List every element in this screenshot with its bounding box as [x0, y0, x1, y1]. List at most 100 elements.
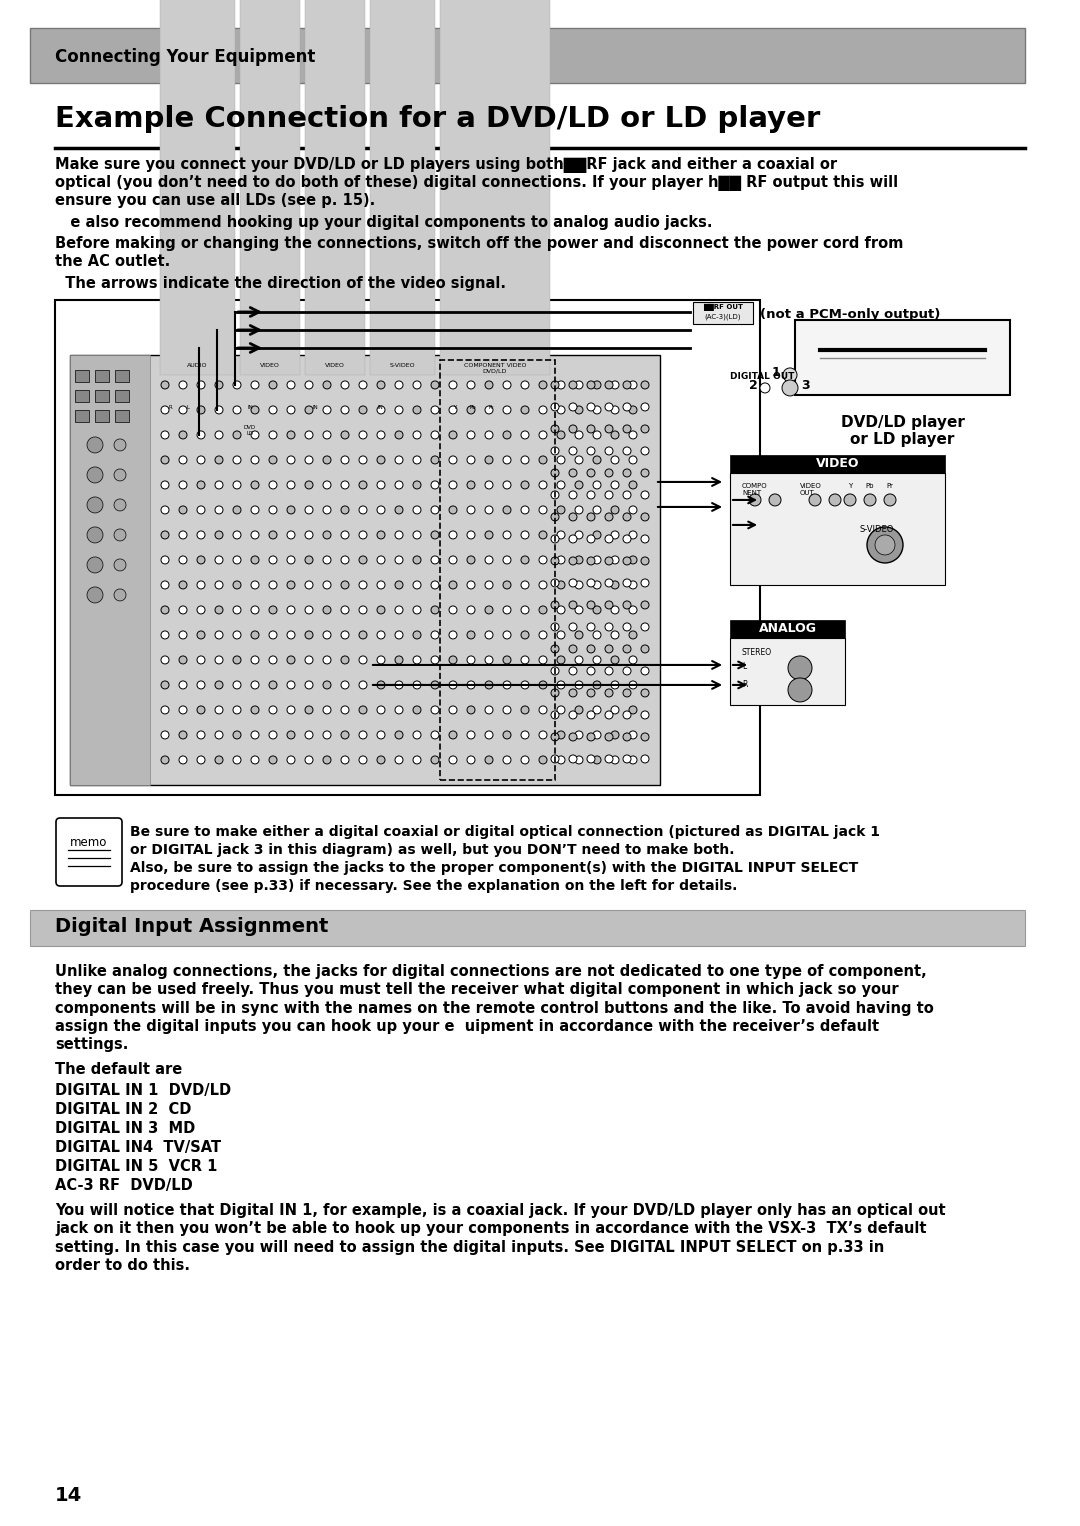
Circle shape: [629, 430, 637, 439]
Circle shape: [323, 406, 330, 414]
Circle shape: [605, 578, 613, 588]
Circle shape: [593, 681, 600, 688]
Circle shape: [642, 623, 649, 630]
Circle shape: [485, 630, 492, 639]
Circle shape: [449, 555, 457, 565]
Text: L: L: [742, 662, 746, 671]
Circle shape: [867, 526, 903, 563]
Circle shape: [323, 531, 330, 539]
Circle shape: [575, 581, 583, 589]
Bar: [75, 410, 89, 423]
Circle shape: [485, 382, 492, 389]
Circle shape: [377, 581, 384, 589]
Circle shape: [575, 507, 583, 514]
Text: AUDIO: AUDIO: [187, 363, 207, 368]
Circle shape: [629, 382, 637, 389]
Circle shape: [87, 526, 103, 543]
Circle shape: [623, 557, 631, 565]
Circle shape: [593, 555, 600, 565]
Circle shape: [467, 430, 475, 439]
Circle shape: [503, 531, 511, 539]
Circle shape: [87, 497, 103, 513]
Text: DIGITAL IN4  TV/SAT: DIGITAL IN4 TV/SAT: [55, 1140, 221, 1155]
Circle shape: [197, 731, 205, 739]
Circle shape: [449, 382, 457, 389]
Circle shape: [251, 755, 259, 765]
Circle shape: [642, 557, 649, 565]
Text: ██RF OUT: ██RF OUT: [703, 304, 743, 311]
Circle shape: [305, 531, 313, 539]
Circle shape: [359, 681, 367, 688]
Circle shape: [623, 623, 631, 630]
Circle shape: [287, 507, 295, 514]
Circle shape: [413, 456, 421, 464]
Text: Digital Input Assignment: Digital Input Assignment: [55, 917, 328, 937]
Circle shape: [323, 707, 330, 714]
Circle shape: [593, 731, 600, 739]
Circle shape: [269, 507, 276, 514]
Circle shape: [575, 606, 583, 613]
Circle shape: [539, 481, 546, 488]
Circle shape: [413, 681, 421, 688]
Circle shape: [551, 711, 559, 719]
Circle shape: [551, 491, 559, 499]
Circle shape: [569, 755, 577, 763]
Circle shape: [341, 481, 349, 488]
Circle shape: [539, 656, 546, 664]
Circle shape: [233, 406, 241, 414]
Circle shape: [449, 630, 457, 639]
Circle shape: [611, 430, 619, 439]
Circle shape: [750, 494, 761, 507]
Circle shape: [114, 439, 126, 452]
Circle shape: [377, 481, 384, 488]
Circle shape: [431, 481, 438, 488]
Circle shape: [593, 531, 600, 539]
Circle shape: [557, 456, 565, 464]
Text: Y: Y: [454, 404, 457, 410]
Bar: [795, 320, 1010, 395]
Circle shape: [539, 382, 546, 389]
Circle shape: [611, 707, 619, 714]
Circle shape: [467, 406, 475, 414]
Circle shape: [642, 403, 649, 410]
Circle shape: [269, 755, 276, 765]
Circle shape: [521, 656, 529, 664]
Circle shape: [760, 383, 770, 394]
Circle shape: [521, 555, 529, 565]
Circle shape: [179, 681, 187, 688]
Circle shape: [557, 430, 565, 439]
Circle shape: [485, 755, 492, 765]
Circle shape: [323, 656, 330, 664]
Text: Also, be sure to assign the jacks to the proper component(s) with the DIGITAL IN: Also, be sure to assign the jacks to the…: [130, 861, 859, 874]
Circle shape: [588, 711, 595, 719]
Circle shape: [569, 667, 577, 674]
Text: memo: memo: [70, 836, 108, 848]
Circle shape: [413, 755, 421, 765]
Circle shape: [605, 382, 613, 389]
Circle shape: [87, 436, 103, 453]
Circle shape: [551, 688, 559, 697]
Circle shape: [305, 755, 313, 765]
Circle shape: [197, 555, 205, 565]
Circle shape: [377, 382, 384, 389]
Circle shape: [539, 456, 546, 464]
Circle shape: [629, 681, 637, 688]
Circle shape: [377, 681, 384, 688]
Circle shape: [503, 656, 511, 664]
Text: optical (you don’t need to do both of these) digital connections. If your player: optical (you don’t need to do both of th…: [55, 175, 899, 191]
Circle shape: [269, 581, 276, 589]
Circle shape: [588, 732, 595, 742]
Circle shape: [503, 581, 511, 589]
Circle shape: [449, 406, 457, 414]
Circle shape: [588, 645, 595, 653]
Circle shape: [569, 424, 577, 433]
Circle shape: [359, 707, 367, 714]
Circle shape: [588, 755, 595, 763]
Circle shape: [569, 732, 577, 742]
Circle shape: [215, 507, 222, 514]
Circle shape: [551, 468, 559, 478]
Circle shape: [588, 667, 595, 674]
Circle shape: [788, 656, 812, 681]
Circle shape: [593, 707, 600, 714]
Circle shape: [642, 447, 649, 455]
